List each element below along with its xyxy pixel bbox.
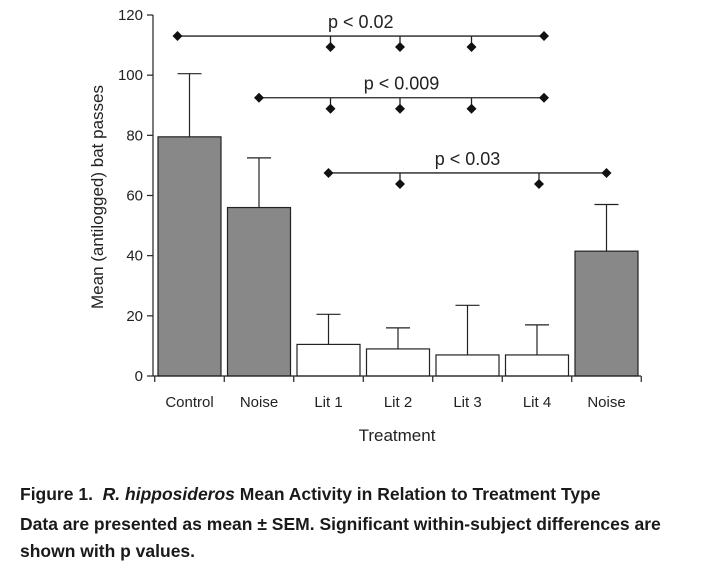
y-tick-label: 20: [126, 308, 143, 325]
significance-marker: [254, 92, 264, 103]
x-tick-label: Noise: [587, 394, 625, 411]
y-tick-label: 120: [118, 7, 143, 24]
significance-layer: p < 0.02 p < 0.009 p < 0.03: [172, 12, 612, 189]
caption-prefix: Figure 1.: [20, 484, 93, 504]
y-tick-label: 80: [126, 127, 143, 144]
figure-caption-body: Data are presented as mean ± SEM. Signif…: [20, 514, 661, 561]
significance-marker: [601, 167, 612, 178]
bar: [226, 206, 292, 377]
significance-marker: [466, 103, 477, 114]
significance-label: p < 0.009: [364, 74, 440, 94]
significance-marker: [325, 103, 336, 114]
bar: [435, 354, 500, 377]
bar: [157, 136, 222, 377]
y-tick-label: 100: [118, 67, 143, 84]
significance-marker: [466, 42, 477, 53]
caption-species: R. hipposideros: [102, 484, 235, 504]
significance-label: p < 0.02: [328, 12, 394, 32]
x-tick-label: Lit 2: [384, 394, 412, 411]
significance-marker: [395, 178, 405, 189]
y-tick-label: 40: [126, 248, 143, 265]
significance-marker: [172, 31, 183, 42]
caption-title-text: Mean Activity in Relation to Treatment T…: [239, 484, 601, 504]
x-tick-label: Lit 4: [523, 394, 551, 411]
significance-marker: [539, 92, 549, 103]
bar: [296, 343, 361, 377]
y-tick-label: 0: [135, 368, 143, 385]
x-tick-label: Lit 1: [314, 394, 342, 411]
bar: [365, 348, 431, 377]
significance-marker: [395, 103, 405, 114]
significance-marker: [325, 42, 336, 53]
significance-marker: [539, 31, 549, 42]
bar: [574, 250, 639, 377]
significance-marker: [323, 167, 334, 178]
x-tick-label: Control: [165, 394, 213, 411]
x-tick-label: Lit 3: [453, 394, 481, 411]
figure-caption-title: Figure 1. R. hipposideros Mean Activity …: [20, 481, 720, 508]
x-tick-label: Noise: [240, 394, 278, 411]
x-axis-title: Treatment: [359, 426, 436, 445]
bar: [504, 354, 570, 377]
y-tick-label: 60: [126, 188, 143, 205]
axes-layer: Control Noise Lit 1 Lit 2 Lit 3 Lit 4 Noise 0 20…: [118, 7, 642, 411]
significance-label: p < 0.03: [435, 149, 501, 169]
significance-marker: [534, 178, 544, 189]
error-bars-layer: [177, 73, 619, 355]
bar-chart: Control Noise Lit 1 Lit 2 Lit 3 Lit 4 Noise 0 20…: [88, 7, 642, 445]
significance-marker: [395, 42, 405, 53]
y-axis-title: Mean (antilogged) bat passes: [88, 85, 107, 309]
